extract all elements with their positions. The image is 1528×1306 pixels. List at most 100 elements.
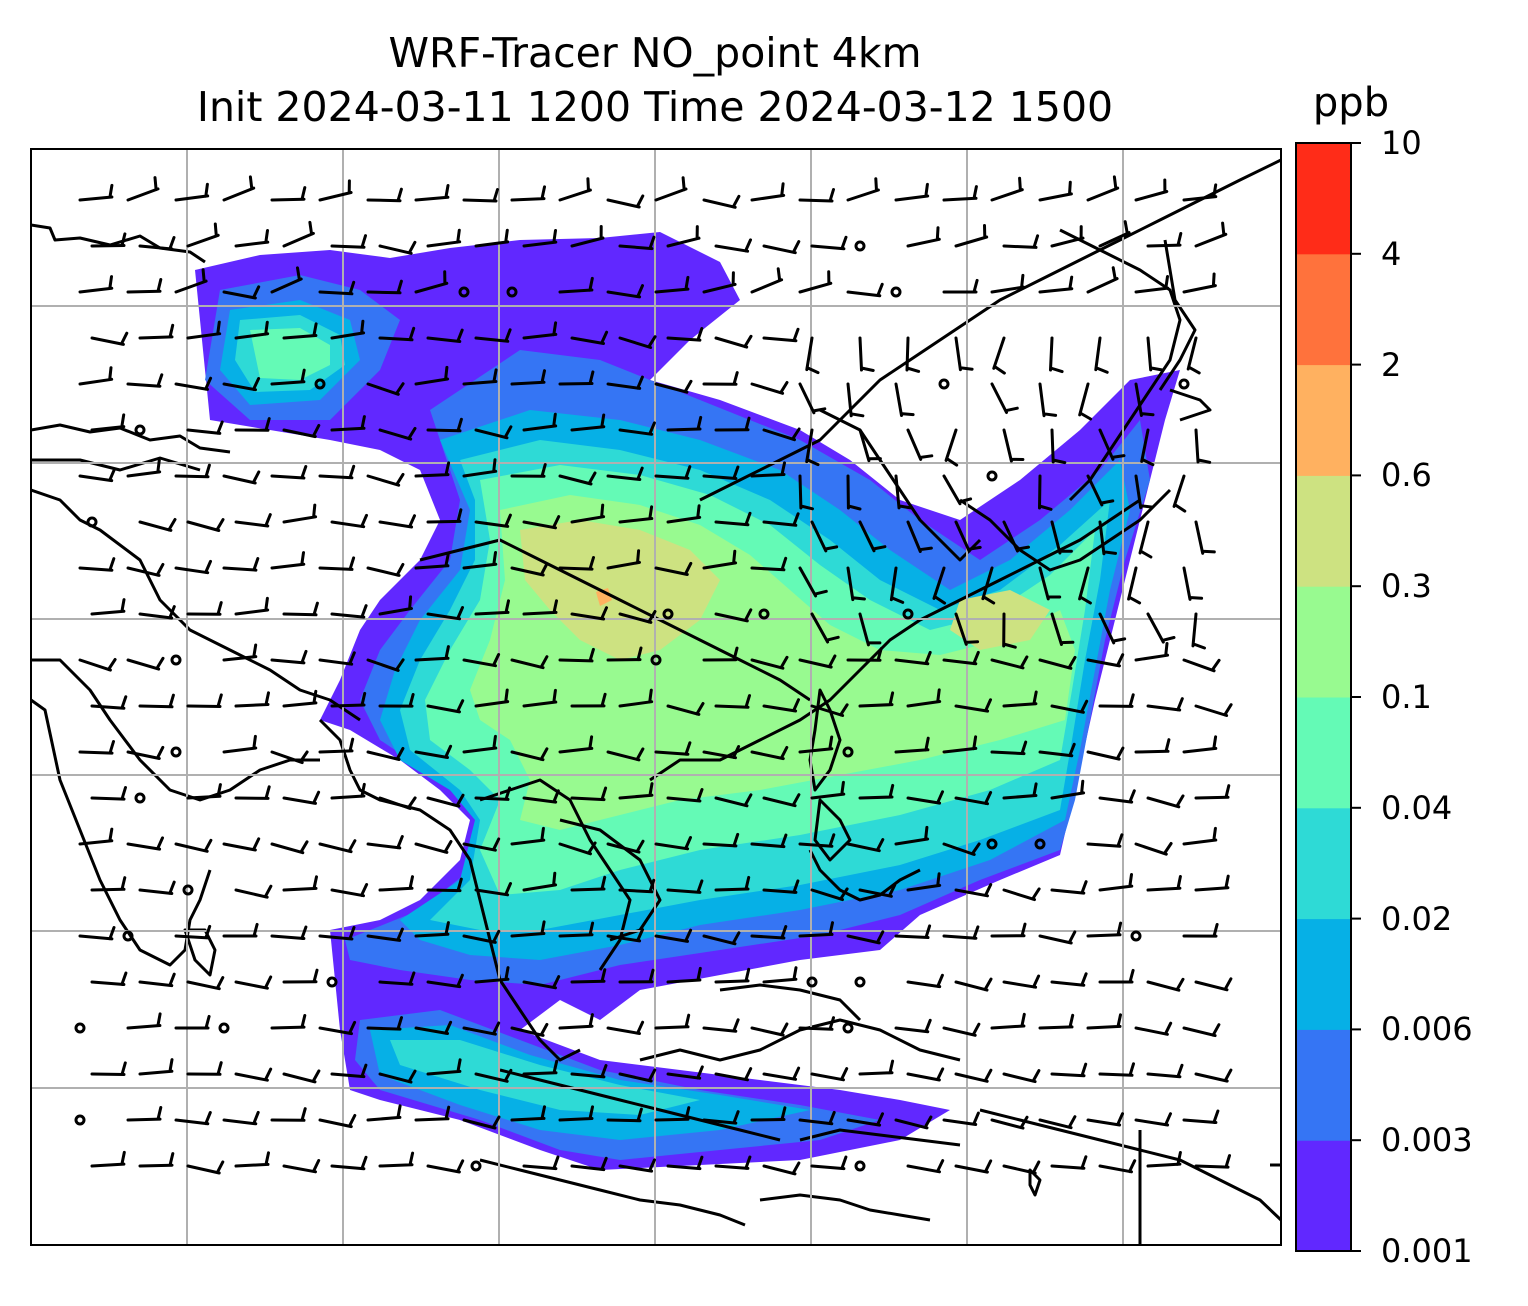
colorbar-segment <box>1296 364 1351 476</box>
wind-barb <box>1186 336 1201 375</box>
colorbar-tick-label: 0.3 <box>1381 567 1432 606</box>
wind-barb <box>990 1115 1029 1130</box>
wind-barb <box>992 336 1006 375</box>
calm-wind-marker <box>1034 838 1046 850</box>
wind-barb <box>1038 474 1053 511</box>
wind-barb <box>606 1107 643 1123</box>
map-title-line-2: Init 2024-03-11 1200 Time 2024-03-12 150… <box>196 83 1114 131</box>
wind-barb <box>474 1068 513 1083</box>
wind-barb <box>1002 1160 1041 1175</box>
wind-barb <box>234 229 270 248</box>
wind-barb <box>702 1018 740 1033</box>
wind-barb <box>810 1067 849 1082</box>
wind-barb <box>702 194 741 209</box>
wind-barb <box>1002 782 1038 800</box>
wind-barb <box>762 698 800 713</box>
wind-barb <box>522 975 561 990</box>
wind-barb <box>330 604 368 619</box>
wind-barb <box>330 782 366 800</box>
wind-barb <box>714 334 753 349</box>
wind-barb <box>318 556 356 571</box>
wind-barb <box>750 461 786 478</box>
wind-barb <box>750 182 786 202</box>
wind-barb <box>138 880 176 895</box>
wind-barb <box>462 653 501 668</box>
wind-barb <box>654 465 692 480</box>
calm-wind-marker <box>854 240 866 252</box>
wind-barb <box>174 838 213 853</box>
wind-barb <box>606 646 643 662</box>
wind-barb <box>1002 612 1017 649</box>
wind-barb <box>426 973 464 989</box>
wind-barb <box>270 1107 307 1122</box>
wind-barb <box>558 276 594 294</box>
wind-barb <box>570 968 607 984</box>
wind-barb <box>426 508 463 524</box>
wind-barb <box>1134 842 1173 856</box>
wind-barb <box>606 284 644 299</box>
wind-barb <box>858 612 882 647</box>
wind-barb <box>366 835 404 850</box>
wind-barb <box>1050 428 1067 465</box>
wind-barb <box>798 566 828 598</box>
wind-barb <box>894 736 930 754</box>
calm-wind-marker <box>890 286 902 298</box>
wind-barb <box>378 693 415 708</box>
wind-barb <box>810 780 846 800</box>
wind-barb <box>222 285 261 300</box>
wind-barb <box>798 188 835 203</box>
wind-barb <box>414 461 451 478</box>
colorbar-ticks <box>1351 142 1361 1252</box>
wind-barb <box>894 650 932 666</box>
wind-barb <box>414 365 450 386</box>
calm-wind-marker <box>986 838 998 850</box>
wind-barb <box>330 1155 368 1171</box>
wind-barb <box>270 750 309 765</box>
wind-barb <box>750 833 788 849</box>
wind-barb <box>894 474 913 510</box>
wind-barb <box>474 882 512 897</box>
wind-barb <box>282 322 318 340</box>
wind-barb <box>1094 336 1109 374</box>
calm-wind-marker <box>758 608 770 620</box>
calm-wind-marker <box>74 1022 86 1034</box>
wind-barb <box>414 1020 453 1035</box>
calm-wind-marker <box>134 424 146 436</box>
calm-wind-marker <box>662 608 674 620</box>
wind-barb <box>558 471 597 486</box>
wind-barb <box>318 464 356 480</box>
wind-barb <box>330 415 366 432</box>
wind-barb <box>414 184 450 202</box>
wind-barb <box>522 321 558 340</box>
wind-barb <box>90 598 126 616</box>
wind-barb <box>522 871 558 892</box>
wind-barb <box>762 1066 801 1081</box>
colorbar-segment <box>1296 918 1351 1030</box>
wind-barb <box>222 470 261 485</box>
wind-barb <box>126 745 165 760</box>
wind-barb <box>330 513 368 529</box>
wind-barb <box>1098 1159 1137 1174</box>
wind-barb <box>570 225 605 248</box>
wind-barb <box>618 878 656 894</box>
wind-barb <box>1134 738 1171 754</box>
wind-barb <box>474 425 513 440</box>
wind-barb <box>366 187 403 203</box>
tracer-plume-core <box>520 520 1050 660</box>
wind-barb <box>426 1159 465 1174</box>
wind-barb <box>1002 1069 1041 1084</box>
wind-barb <box>1050 612 1075 646</box>
wind-barb <box>618 610 657 624</box>
wind-barb <box>1078 566 1092 605</box>
colorbar-tick-label: 4 <box>1381 234 1402 273</box>
wind-barb <box>846 474 862 511</box>
wind-barb <box>126 278 163 294</box>
wind-barb <box>894 924 932 939</box>
wind-barb <box>414 921 450 938</box>
wind-barb <box>462 734 498 754</box>
wind-barb <box>1146 977 1185 992</box>
wind-barb <box>618 505 654 524</box>
wind-barb <box>1194 428 1212 464</box>
wind-barb <box>138 1152 175 1168</box>
wind-barb <box>462 551 498 570</box>
